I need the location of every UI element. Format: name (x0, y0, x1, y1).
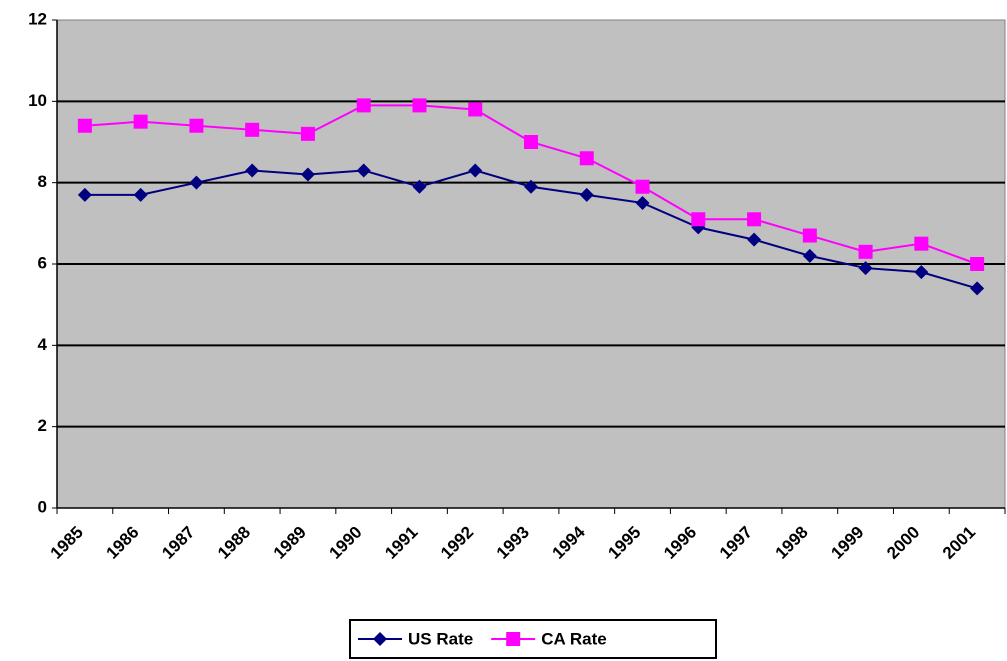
marker (468, 163, 483, 178)
legend-marker (506, 632, 521, 646)
legend-box (349, 619, 717, 659)
marker (77, 118, 92, 133)
marker (970, 257, 985, 271)
marker (579, 187, 594, 202)
x-tick-label: 1997 (716, 523, 756, 563)
marker (914, 236, 929, 251)
marker (133, 187, 148, 202)
x-tick-label: 1996 (660, 523, 700, 563)
legend: US Rate CA Rate (349, 619, 717, 659)
marker (189, 118, 204, 133)
x-tick-label: 1985 (47, 523, 87, 563)
x-tick-label: 1987 (158, 523, 198, 563)
marker (245, 122, 260, 137)
x-tick-label: 1986 (102, 523, 142, 563)
x-tick-label: 1990 (326, 523, 366, 563)
marker (77, 187, 92, 202)
marker (468, 102, 483, 117)
legend-label: US Rate (408, 629, 473, 648)
marker (356, 98, 371, 113)
marker (858, 244, 873, 259)
x-tick-label: 1988 (214, 523, 254, 563)
marker (802, 228, 817, 243)
x-tick-label: 1998 (772, 523, 812, 563)
y-tick-label: 10 (28, 91, 47, 110)
y-tick-label: 4 (38, 335, 48, 354)
marker (300, 167, 315, 182)
x-tick-label: 1993 (493, 523, 533, 563)
x-tick-label: 1999 (827, 523, 867, 563)
marker (691, 212, 706, 227)
y-tick-label: 12 (28, 9, 47, 28)
x-tick-label: 1989 (270, 523, 310, 563)
marker (579, 151, 594, 166)
marker (300, 126, 315, 141)
marker (914, 265, 929, 280)
legend-marker (373, 632, 387, 646)
x-tick-label: 2000 (883, 523, 923, 563)
marker (412, 179, 427, 194)
y-tick-label: 6 (38, 253, 47, 272)
marker (524, 179, 538, 194)
y-tick-label: 8 (38, 172, 47, 191)
marker (635, 179, 650, 194)
marker (970, 281, 985, 296)
marker (802, 248, 817, 263)
marker (524, 135, 538, 149)
marker (747, 212, 762, 227)
marker (747, 232, 762, 247)
y-tick-label: 2 (38, 416, 47, 435)
marker (635, 196, 650, 210)
marker (245, 163, 260, 178)
legend-label: CA Rate (541, 629, 607, 648)
x-tick-label: 1992 (437, 523, 477, 563)
x-tick-label: 1994 (549, 522, 590, 563)
x-tick-label: 1991 (381, 523, 421, 563)
marker (133, 114, 148, 129)
x-tick-label: 1995 (604, 523, 644, 563)
marker (412, 98, 427, 113)
marker (858, 261, 873, 276)
x-tick-label: 2001 (939, 523, 979, 563)
marker (356, 163, 371, 178)
y-tick-label: 0 (38, 497, 47, 516)
marker (189, 175, 204, 190)
